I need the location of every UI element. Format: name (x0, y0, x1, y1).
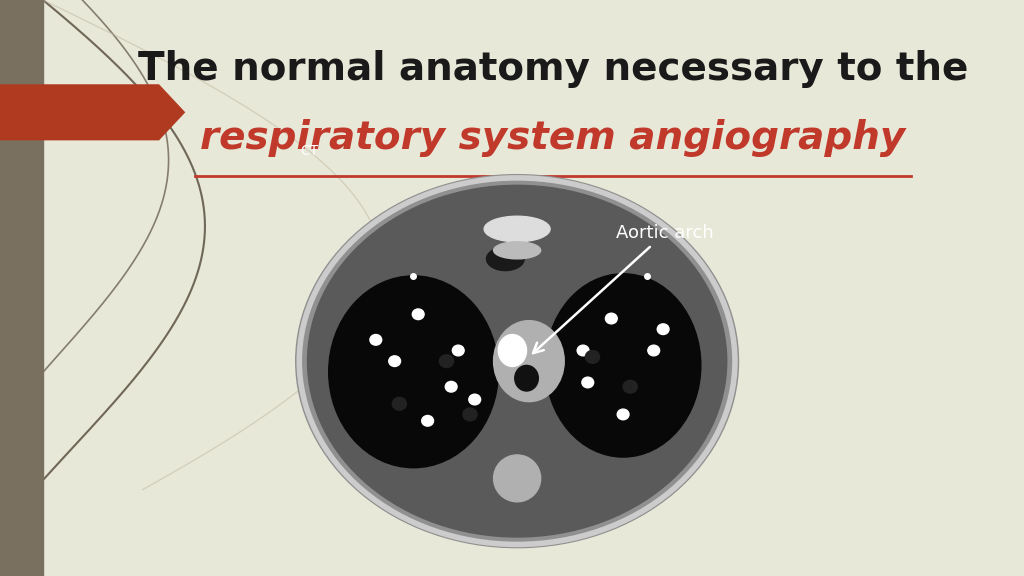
Circle shape (453, 345, 464, 356)
Circle shape (445, 381, 457, 392)
Circle shape (586, 350, 600, 363)
Ellipse shape (307, 185, 727, 537)
Circle shape (439, 355, 454, 367)
Circle shape (605, 313, 617, 324)
Circle shape (463, 408, 477, 421)
Text: CT: CT (300, 144, 318, 158)
Polygon shape (0, 85, 184, 139)
Ellipse shape (494, 321, 564, 401)
Circle shape (648, 345, 659, 356)
Circle shape (624, 380, 637, 393)
Circle shape (617, 409, 629, 420)
Ellipse shape (329, 276, 499, 468)
Ellipse shape (499, 335, 526, 366)
Circle shape (413, 309, 424, 320)
Circle shape (582, 377, 594, 388)
Ellipse shape (494, 242, 541, 259)
Circle shape (422, 415, 433, 426)
Circle shape (389, 356, 400, 366)
Ellipse shape (486, 247, 524, 271)
Circle shape (370, 335, 382, 345)
Text: respiratory system angiography: respiratory system angiography (201, 119, 905, 157)
Ellipse shape (484, 216, 550, 242)
Circle shape (657, 324, 669, 335)
Text: The normal anatomy necessary to the: The normal anatomy necessary to the (138, 50, 968, 88)
Ellipse shape (296, 175, 738, 548)
Ellipse shape (546, 274, 700, 457)
Ellipse shape (494, 455, 541, 502)
Text: Aortic arch: Aortic arch (534, 224, 714, 353)
Circle shape (392, 397, 407, 410)
Circle shape (578, 345, 589, 356)
Circle shape (469, 394, 480, 405)
Bar (0, 0, 43, 576)
Ellipse shape (515, 365, 539, 391)
